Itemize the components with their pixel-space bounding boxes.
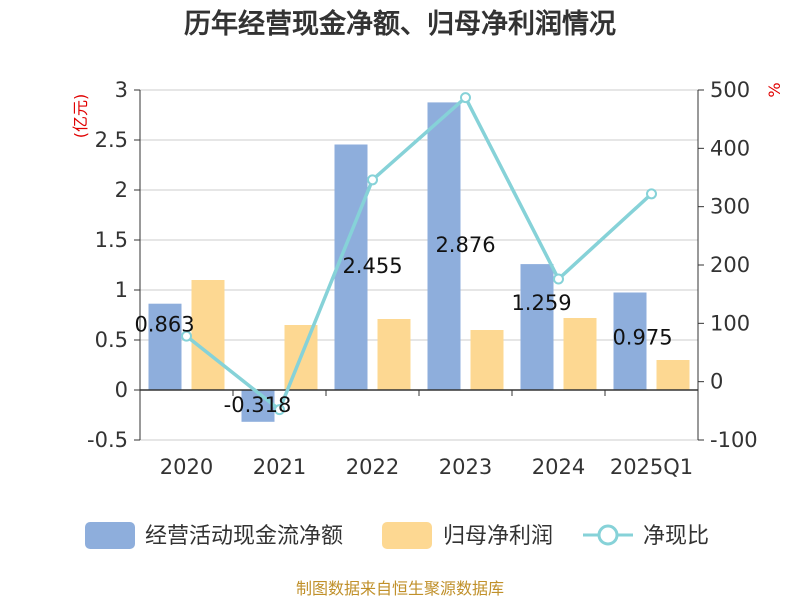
left-tick-label: 1 [115, 278, 128, 302]
left-axis-unit: (亿元) [71, 94, 90, 139]
data-label: 2.455 [342, 254, 402, 278]
data-labels: 0.863 -0.318 2.455 2.876 1.259 0.975 [134, 233, 672, 417]
right-tick-label: 300 [710, 195, 750, 219]
x-tick-label: 2024 [532, 455, 585, 479]
left-axis: -0.5 0 0.5 1 1.5 2 2.5 3 [87, 78, 141, 452]
ratio-point [553, 273, 564, 285]
bar-cashflow [334, 144, 368, 390]
right-tick-label: 500 [710, 78, 750, 102]
ratio-point [367, 174, 378, 186]
left-tick-label: 2.5 [95, 128, 128, 152]
right-axis-unit: % [765, 82, 784, 97]
bar-cashflow [613, 292, 647, 390]
left-tick-label: 0 [115, 378, 128, 402]
data-label: 0.863 [134, 313, 194, 337]
bar-cashflow [148, 303, 182, 390]
x-tick-label: 2022 [346, 455, 399, 479]
legend-swatch-profit [382, 522, 432, 549]
right-tick-label: 200 [710, 253, 750, 277]
x-tick-label: 2023 [439, 455, 492, 479]
data-label: 2.876 [435, 233, 495, 257]
bar-profit [191, 280, 225, 390]
x-tick-label: 2020 [160, 455, 213, 479]
right-tick-label: -100 [710, 428, 758, 452]
legend-swatch-cashflow [85, 522, 135, 549]
chart-title: 历年经营现金净额、归母净利润情况 [184, 8, 616, 40]
left-tick-label: 3 [115, 78, 128, 102]
left-tick-label: 0.5 [95, 328, 128, 352]
legend-label-profit: 归母净利润 [443, 524, 553, 549]
ratio-line [181, 92, 657, 416]
bar-profit [470, 330, 504, 390]
legend-marker-ratio [597, 524, 619, 546]
x-tick-label: 2025Q1 [610, 455, 693, 479]
bar-profit [563, 318, 597, 390]
footer-source: 制图数据来自恒生聚源数据库 [296, 579, 504, 598]
x-axis: 2020 2021 2022 2023 2024 2025Q1 [139, 389, 699, 479]
left-tick-label: 2 [115, 178, 128, 202]
legend-label-ratio: 净现比 [643, 524, 709, 549]
legend-label-cashflow: 经营活动现金流净额 [145, 524, 343, 549]
bar-cashflow [520, 264, 554, 390]
bar-profit [377, 319, 411, 390]
ratio-point [181, 330, 192, 342]
legend: 经营活动现金流净额 归母净利润 净现比 [85, 522, 709, 549]
data-label: -0.318 [224, 393, 292, 417]
right-tick-label: 100 [710, 311, 750, 335]
right-tick-label: 0 [710, 370, 723, 394]
bar-cashflow [427, 102, 461, 391]
left-tick-label: 1.5 [95, 228, 128, 252]
ratio-line-path [185, 94, 653, 413]
right-axis: -100 0 100 200 300 400 500 [697, 78, 758, 452]
data-label: 0.975 [612, 326, 672, 350]
ratio-point [274, 404, 285, 416]
x-tick-label: 2021 [253, 455, 306, 479]
bar-profit [656, 360, 690, 390]
ratio-point [646, 188, 657, 200]
left-tick-label: -0.5 [87, 428, 128, 452]
data-label: 1.259 [511, 291, 571, 315]
bar-cashflow [241, 390, 275, 422]
right-tick-label: 400 [710, 136, 750, 160]
ratio-point [460, 92, 471, 104]
bars [148, 102, 690, 422]
